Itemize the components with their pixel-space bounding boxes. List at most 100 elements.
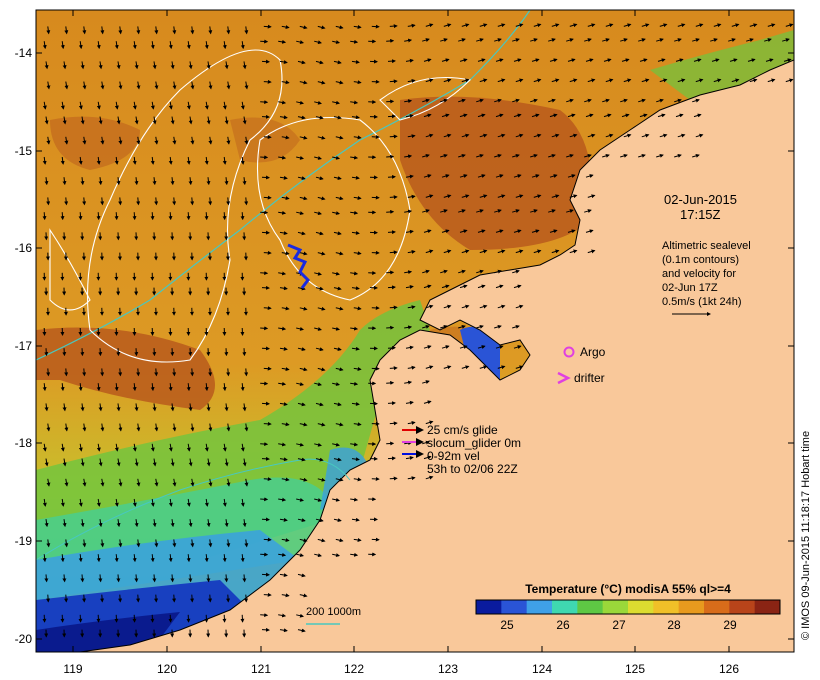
velocity-arrow	[82, 81, 87, 90]
sst-map-panel	[36, 10, 794, 652]
velocity-arrow	[659, 78, 668, 83]
velocity-arrow	[405, 58, 414, 63]
velocity-arrow	[204, 101, 209, 110]
velocity-arrow	[531, 174, 540, 178]
velocity-arrow	[315, 176, 324, 181]
velocity-arrow	[461, 194, 470, 199]
velocity-arrow	[477, 113, 486, 118]
velocity-arrow	[332, 326, 341, 331]
velocity-arrow	[443, 365, 452, 370]
velocity-arrow	[315, 60, 324, 65]
velocity-arrow	[154, 26, 159, 35]
velocity-arrow	[60, 443, 65, 452]
velocity-arrow	[46, 423, 51, 432]
velocity-arrow	[186, 443, 191, 452]
velocity-arrow	[315, 518, 324, 523]
velocity-arrow	[296, 211, 304, 216]
velocity-arrow	[350, 155, 359, 160]
altimetry-line: Altimetric sealevel	[662, 240, 751, 252]
velocity-arrow	[114, 498, 119, 507]
velocity-arrow	[170, 574, 175, 583]
velocity-arrow	[639, 58, 648, 63]
velocity-arrow	[78, 554, 83, 563]
velocity-arrow	[422, 153, 430, 158]
velocity-arrow	[168, 101, 173, 110]
velocity-arrow	[281, 367, 290, 372]
velocity-arrow	[240, 498, 245, 507]
velocity-arrow	[78, 498, 83, 507]
velocity-arrow	[240, 443, 245, 452]
velocity-arrow	[603, 58, 612, 63]
velocity-arrow	[443, 249, 452, 254]
velocity-arrow	[226, 26, 231, 35]
velocity-arrow	[693, 113, 702, 118]
velocity-arrow	[154, 478, 159, 487]
colorbar-swatch	[754, 600, 781, 614]
velocity-arrow	[190, 26, 195, 35]
velocity-arrow	[587, 133, 596, 138]
velocity-arrow	[638, 153, 646, 158]
velocity-arrow	[224, 403, 229, 412]
velocity-arrow	[458, 98, 466, 103]
velocity-arrow	[114, 41, 119, 50]
velocity-arrow	[497, 23, 506, 28]
velocity-arrow	[314, 100, 322, 105]
velocity-arrow	[242, 116, 247, 125]
velocity-arrow	[785, 23, 794, 28]
velocity-arrow	[42, 156, 47, 165]
velocity-arrow	[314, 327, 322, 331]
velocity-arrow	[747, 58, 756, 63]
velocity-arrow	[222, 554, 227, 563]
velocity-arrow	[172, 478, 177, 487]
velocity-arrow	[675, 58, 684, 63]
velocity-arrows	[42, 23, 794, 638]
velocity-arrow	[476, 153, 484, 158]
velocity-arrow	[458, 269, 466, 274]
velocity-arrow	[281, 135, 290, 140]
velocity-arrow	[674, 98, 682, 103]
velocity-arrow	[620, 98, 628, 103]
velocity-arrow	[549, 174, 558, 178]
velocity-arrow	[64, 81, 69, 90]
velocity-arrow	[332, 40, 341, 45]
velocity-arrow	[152, 116, 157, 125]
velocity-arrow	[515, 365, 524, 370]
velocity-arrow	[297, 115, 306, 120]
velocity-arrow	[351, 286, 360, 291]
velocity-arrow	[226, 81, 231, 90]
velocity-arrow	[281, 422, 290, 427]
velocity-arrow	[224, 574, 229, 583]
velocity-arrow	[512, 153, 520, 158]
velocity-arrow	[186, 383, 191, 392]
velocity-arrow	[515, 249, 524, 254]
velocity-arrow	[314, 156, 322, 160]
velocity-arrow	[459, 113, 468, 118]
velocity-arrow	[190, 423, 195, 432]
velocity-arrow	[60, 212, 65, 221]
velocity-arrow	[206, 61, 211, 70]
velocity-arrow	[641, 23, 650, 28]
velocity-arrow	[314, 553, 322, 558]
velocity-arrow	[208, 136, 213, 145]
velocity-arrow	[60, 41, 65, 50]
velocity-arrow	[78, 383, 83, 392]
velocity-arrow	[281, 251, 290, 256]
velocity-arrow	[98, 458, 103, 467]
velocity-arrow	[350, 39, 359, 44]
velocity-arrow	[82, 136, 87, 145]
velocity-arrow	[461, 249, 470, 254]
velocity-arrow	[190, 478, 195, 487]
velocity-arrow	[332, 382, 341, 387]
velocity-arrow	[494, 98, 502, 103]
velocity-arrow	[299, 422, 308, 427]
velocity-arrow	[297, 457, 306, 462]
velocity-arrow	[240, 101, 245, 110]
velocity-arrow	[405, 229, 414, 234]
velocity-arrow	[170, 458, 175, 467]
velocity-arrow	[208, 197, 213, 206]
velocity-arrow	[477, 229, 486, 234]
velocity-arrow	[569, 133, 578, 138]
velocity-arrow	[584, 98, 592, 103]
velocity-arrow	[459, 174, 468, 178]
velocity-arrow	[585, 229, 594, 234]
